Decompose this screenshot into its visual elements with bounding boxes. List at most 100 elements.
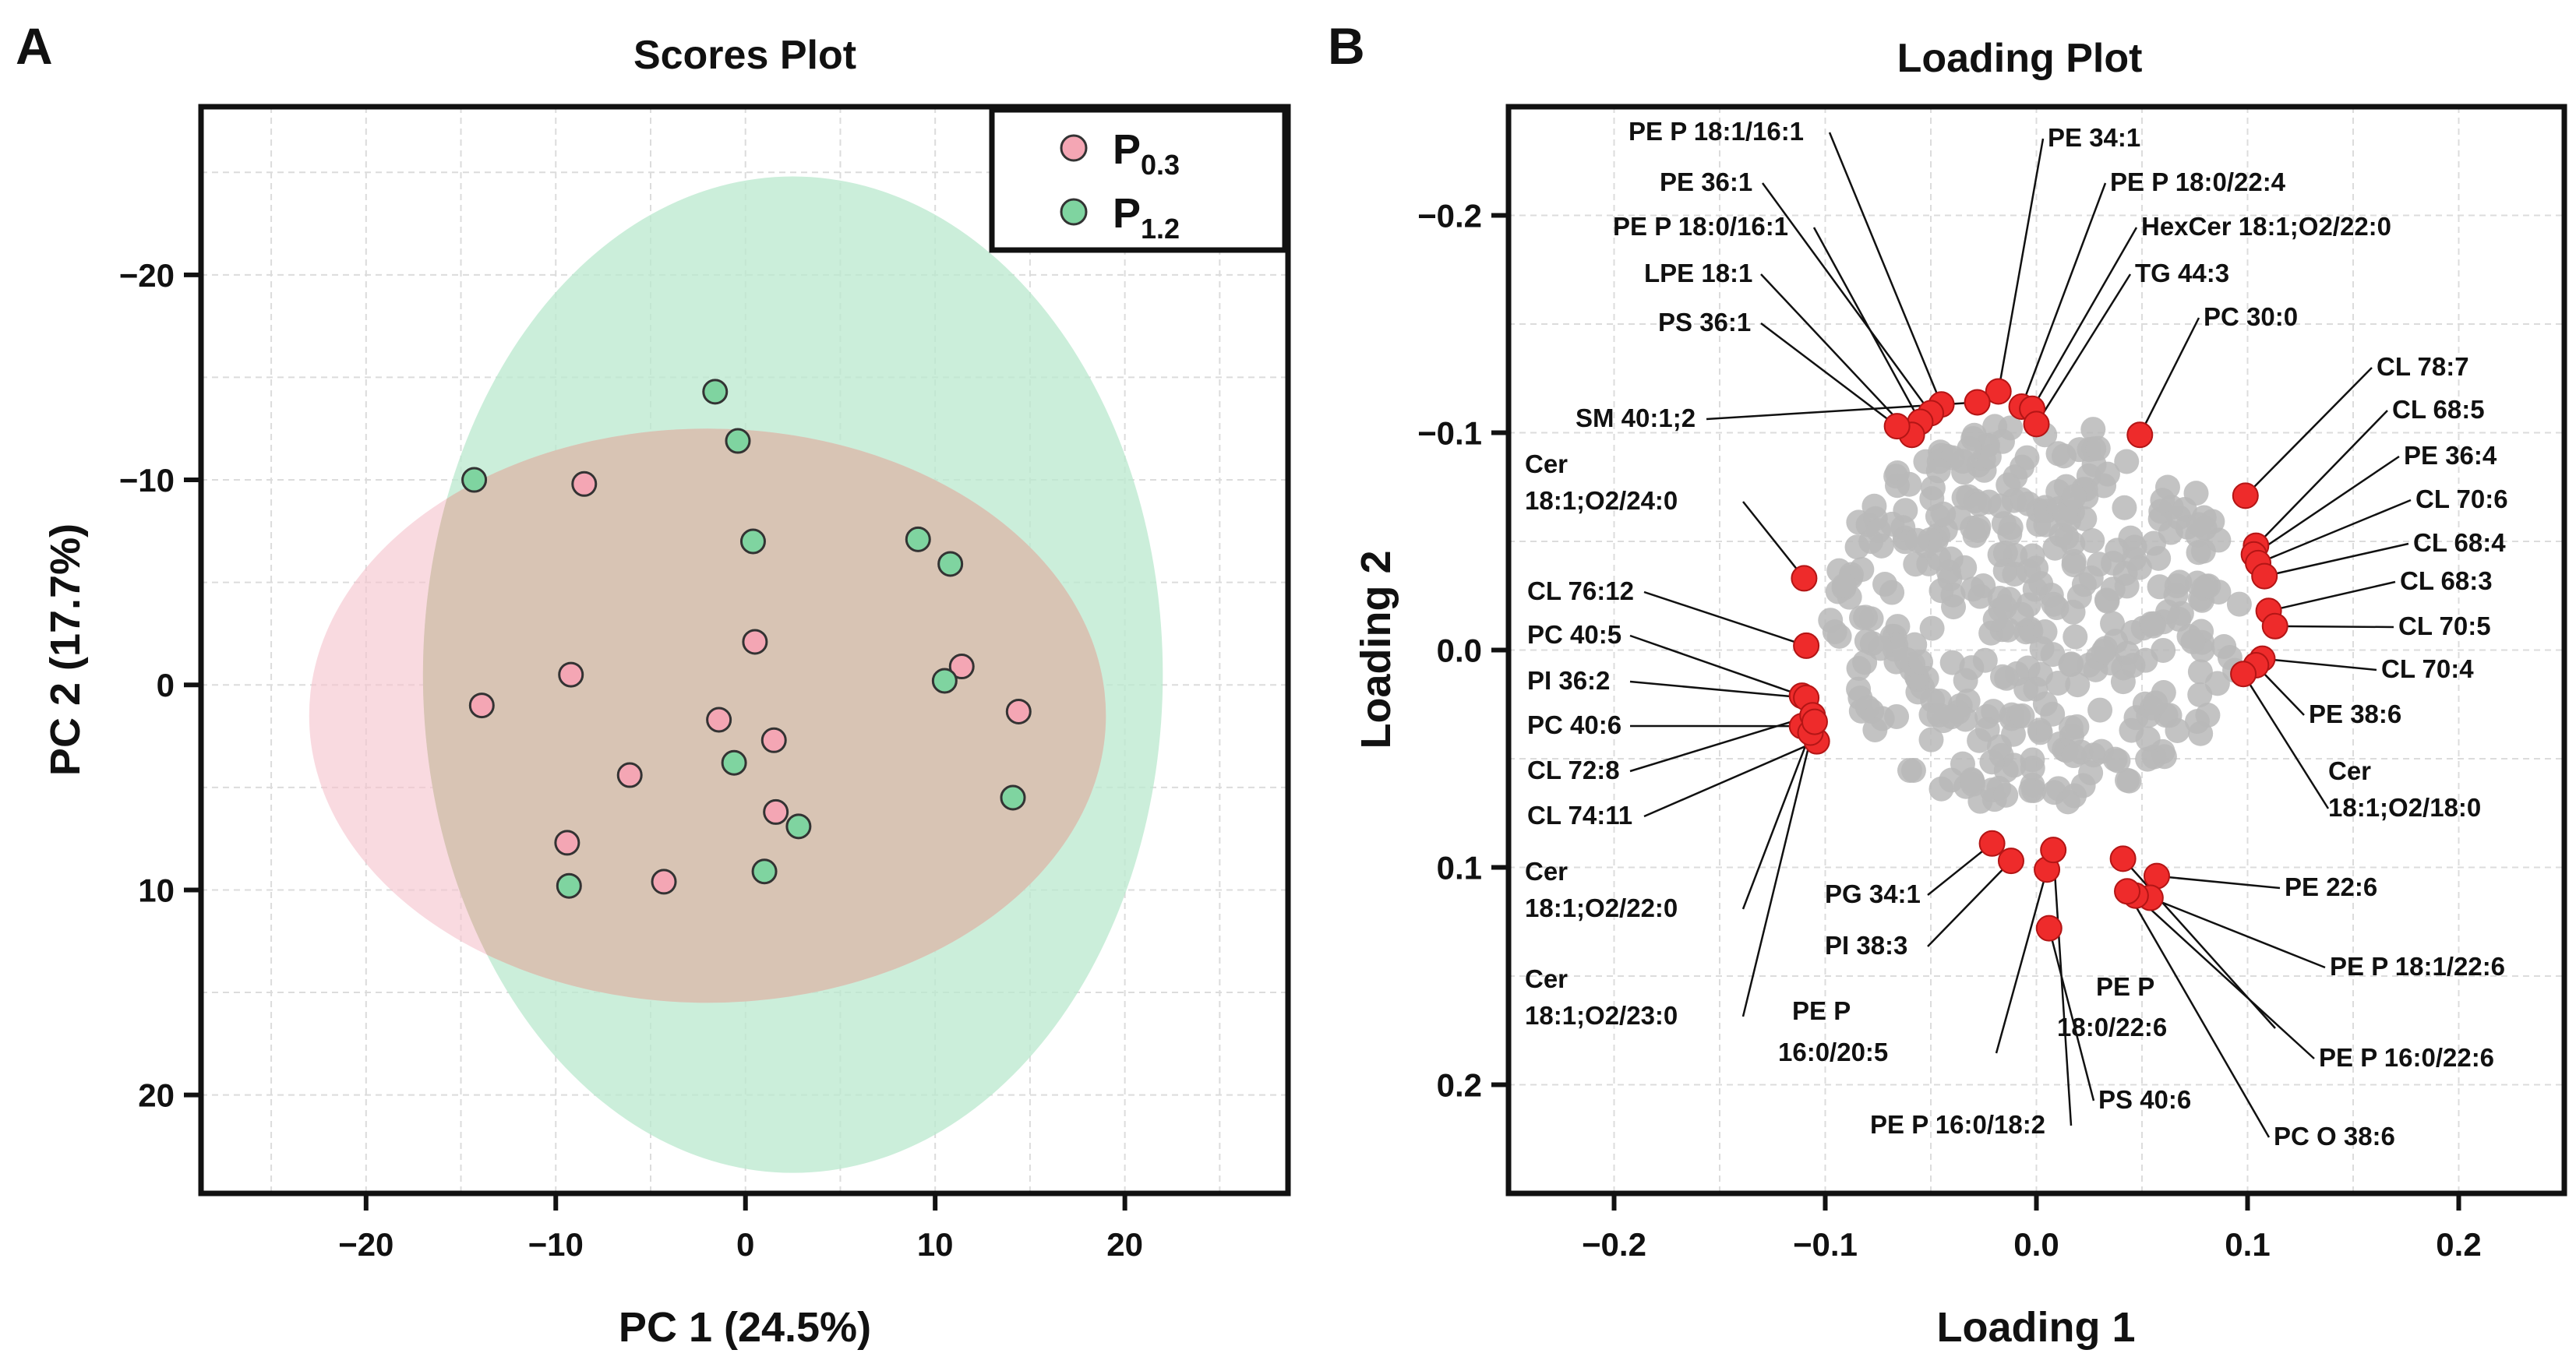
panel-label-a: A [16,17,53,75]
highlighted-loading-point [2251,562,2278,590]
loading-label: PS 40:6 [2098,1085,2191,1114]
background-loading-point [2042,535,2068,561]
x-tick-label: −0.1 [1793,1226,1858,1263]
background-loading-point [1940,582,1966,608]
background-loading-point [1952,555,1978,580]
scores-x-axis-label: PC 1 (24.5%) [619,1304,871,1351]
y-tick-label: 0.1 [1437,850,1482,886]
panel-label-b: B [1328,17,1365,75]
x-tick-label: 0.1 [2225,1226,2270,1263]
score-point-p03 [571,471,598,497]
loading-label: CL 70:6 [2415,485,2508,513]
background-loading-point [2114,449,2140,474]
background-loading-point [2080,528,2105,554]
background-loading-point [1885,614,1911,640]
scores-ticks: −20 −10 0 10 20 −20 −10 0 10 20 [119,257,1143,1263]
loading-ticks: −0.2 −0.1 0.0 0.1 0.2 −0.2 −0.1 0.0 0.1 0.2 [1417,198,2482,1264]
loading-label: Cer [1525,857,1568,886]
background-loading-point [2078,565,2104,590]
leader-line [2262,657,2377,671]
y-tick-label: 0.0 [1437,633,1482,669]
highlighted-loading-point [2232,482,2259,509]
background-loading-point [2066,583,2092,609]
loading-label: CL 74:11 [1527,801,1632,830]
background-loading-point [2009,454,2034,480]
background-loading-point [2165,717,2190,743]
leader-line [2253,455,2400,555]
loading-label-line2: 18:1;O2/24:0 [1525,486,1678,515]
score-point-p03 [616,762,643,788]
background-loading-point [2080,417,2106,442]
scores-plot-title: Scores Plot [633,33,856,78]
background-loading-point [1868,636,1893,661]
x-tick-label: −20 [338,1226,393,1263]
background-loading-point [1960,576,1985,602]
score-point-p12 [725,428,751,454]
leader-line [1629,634,1803,697]
loading-label: PC O 38:6 [2274,1122,2395,1151]
background-loading-point [1918,727,1944,752]
loading-label: PC 40:5 [1527,620,1621,649]
score-point-p03 [554,830,580,856]
leader-line [1629,714,1813,773]
background-loading-point [1919,615,1945,641]
x-tick-label: 20 [1106,1226,1143,1263]
highlighted-loading-point [1801,708,1828,735]
leader-line [1761,182,1932,414]
leader-line [2243,673,2330,809]
loading-x-axis-label: Loading 1 [1937,1304,2136,1351]
score-point-p12 [785,813,812,840]
background-loading-point [2166,606,2192,632]
background-loading-point [1884,703,1910,729]
loading-label: Cer [2328,756,2371,785]
leader-line [2257,499,2412,565]
y-tick-label: 0.2 [1437,1067,1482,1104]
background-loading-point [2041,591,2066,617]
legend-label-p12: P1.2 [1113,190,1180,245]
loading-label: PE P 18:1/16:1 [1629,117,1804,146]
loading-label: PC 40:6 [1527,710,1621,739]
y-tick-label: −0.2 [1417,198,1482,234]
background-loading-point [2032,691,2058,717]
leader-line [2048,928,2095,1101]
background-loading-point [1976,444,2002,470]
leader-line [1643,740,1818,818]
loading-label: TG 44:3 [2135,259,2229,287]
background-loading-point [2167,569,2193,595]
leader-line [2126,890,2271,1138]
leader-line [2244,367,2373,497]
background-loading-point [2105,748,2131,774]
background-loading-point [2147,574,2172,600]
highlighted-loading-point [2230,661,2257,688]
background-loading-point [2065,672,2091,698]
leader-line [2052,850,2073,1126]
background-loading-point [2061,743,2087,769]
background-loading-point [1960,768,1985,794]
highlighted-loading-point [1791,565,1818,592]
loading-label: PG 34:1 [1825,879,1921,908]
score-point-p03 [706,707,732,733]
score-point-p12 [937,551,964,577]
score-point-p03 [760,727,787,753]
background-loading-point [2029,636,2055,661]
loading-label: PE 22:6 [2285,872,2377,901]
background-loading-point [2118,525,2144,551]
loading-background-points [1818,414,2252,815]
score-point-p12 [1000,784,1026,811]
highlighted-loading-point [1985,378,2012,405]
background-loading-point [1928,776,1954,802]
background-loading-point [2114,573,2140,599]
loading-y-axis-label: Loading 2 [1353,551,1399,749]
background-loading-point [2024,555,2049,581]
scores-ellipses [309,176,1163,1173]
background-loading-point [1982,607,2008,633]
loading-label: PE P 16:0/18:2 [1870,1110,2045,1139]
score-point-p12 [739,528,766,555]
highlighted-loading-point [2035,915,2063,942]
background-loading-point [1967,492,1992,517]
y-tick-label: −10 [119,462,175,499]
background-loading-point [1865,518,1891,544]
loading-label: LPE 18:1 [1644,259,1752,287]
leader-line [2268,580,2396,612]
loading-label: PE P [1792,996,1851,1025]
